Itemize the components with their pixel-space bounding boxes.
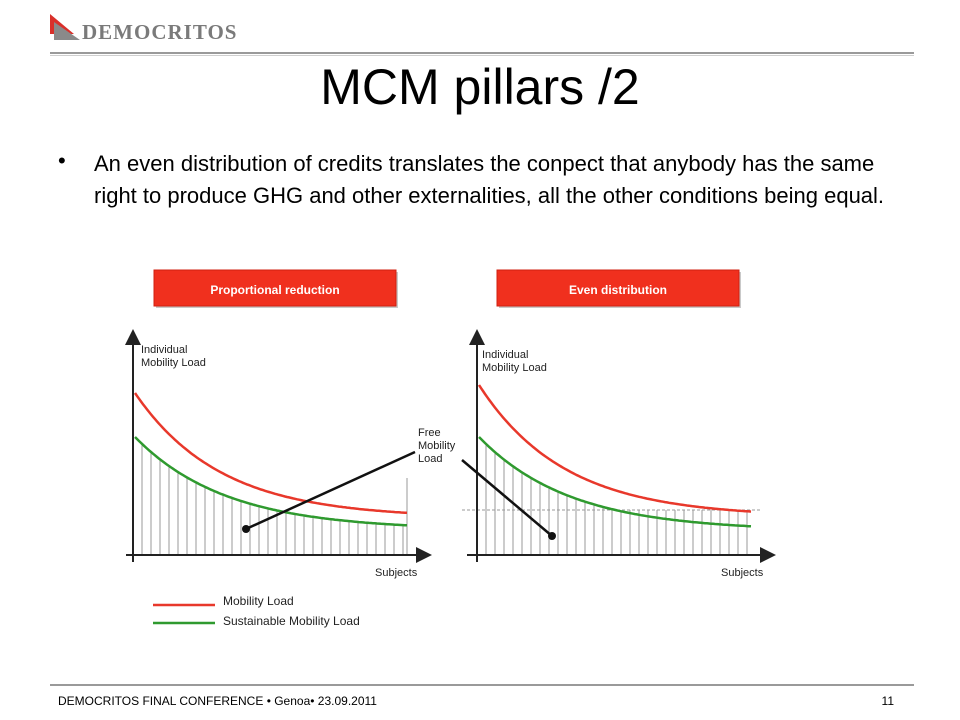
bullet-text: An even distribution of credits translat… <box>94 151 885 208</box>
right-y-label-1: Individual <box>482 349 528 361</box>
annotation-dot-left <box>242 525 250 533</box>
left-panel-title: Proportional reduction <box>210 283 339 297</box>
left-sustainable-load-curve <box>134 436 408 527</box>
top-divider <box>50 52 914 54</box>
left-y-label-2: Mobility Load <box>141 357 206 369</box>
right-x-label: Subjects <box>721 567 764 579</box>
annotation-line-2: Mobility <box>418 440 456 452</box>
footer-page-number: 11 <box>881 694 894 708</box>
slide-title: MCM pillars /2 <box>320 59 640 115</box>
right-panel-header: Even distribution <box>496 269 741 308</box>
bottom-divider <box>50 684 914 686</box>
left-y-label-1: Individual <box>141 344 187 356</box>
free-mobility-load-annotation: Free Mobility Load <box>242 427 556 540</box>
right-free-load-hatch <box>485 444 748 555</box>
left-x-label: Subjects <box>375 567 418 579</box>
legend-label-mobility-load: Mobility Load <box>223 594 294 608</box>
logo-text: DEMOCRITOS <box>82 20 238 44</box>
left-panel-header: Proportional reduction <box>153 269 398 308</box>
distribution-diagram: Proportional reduction Even distribution… <box>125 269 776 628</box>
left-mobility-load-curve <box>133 392 408 515</box>
top-divider-shadow <box>50 55 914 56</box>
right-y-label-2: Mobility Load <box>482 362 547 374</box>
democritos-logo-icon <box>50 14 80 40</box>
annotation-line-3: Load <box>418 453 442 465</box>
left-free-load-hatch <box>141 443 404 555</box>
right-chart: Individual Mobility Load Subjects <box>462 329 776 579</box>
annotation-pointer-left <box>245 450 416 531</box>
legend: Mobility Load Sustainable Mobility Load <box>153 594 360 628</box>
bullet-dot-icon: • <box>58 148 66 173</box>
footer-conference: DEMOCRITOS FINAL CONFERENCE • Genoa• 23.… <box>58 694 377 708</box>
header-logo: DEMOCRITOS <box>50 14 270 44</box>
right-panel-title: Even distribution <box>569 283 667 297</box>
right-mobility-load-curve <box>477 384 752 513</box>
right-sustainable-load-curve <box>478 436 752 528</box>
annotation-dot-right <box>548 532 556 540</box>
legend-label-sustainable-load: Sustainable Mobility Load <box>223 614 360 628</box>
annotation-pointer-right <box>461 459 553 537</box>
annotation-line-1: Free <box>418 427 441 439</box>
left-chart: Individual Mobility Load Subjects <box>125 329 432 579</box>
